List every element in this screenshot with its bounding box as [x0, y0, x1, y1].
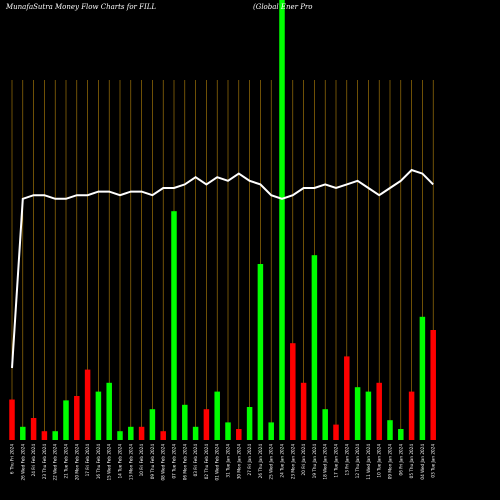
x-tick-label: 16 Thu Feb 2024 — [96, 444, 101, 480]
bar-green — [63, 400, 69, 440]
bar-green — [106, 382, 112, 440]
x-tick-label: 24 Tue Jan 2024 — [280, 444, 285, 478]
x-tick-label: 02 Thu Feb 2024 — [204, 444, 209, 480]
x-tick-label: 6 Thu Fri 2024 — [10, 444, 15, 475]
x-tick-label: 18 Wed Jan 2024 — [323, 444, 328, 480]
x-tick-label: 04 Wed Jan 2024 — [420, 444, 425, 480]
x-tick-label: 05 Thu Jan 2024 — [409, 444, 414, 479]
gridlines — [11, 80, 434, 440]
x-tick-label: 09 Thu Feb 2024 — [150, 444, 155, 480]
bars — [9, 0, 436, 440]
x-tick-label: 08 Wed Feb 2024 — [161, 444, 166, 481]
bar-green — [117, 431, 123, 440]
x-tick-label: 20 Mon Feb 2024 — [74, 444, 79, 481]
x-tick-label: 12 Thu Jan 2024 — [355, 444, 360, 479]
x-tick-label: 24 Fri Feb 2024 — [31, 444, 36, 477]
x-tick-label: 17 Fri Feb 2024 — [85, 444, 90, 477]
x-tick-label: 30 Mon Jan 2024 — [236, 444, 241, 480]
bar-green — [20, 426, 26, 440]
x-tick-label: 11 Wed Jan 2024 — [366, 444, 371, 480]
x-tick-label: 06 Mon Feb 2024 — [182, 444, 187, 481]
bar-green — [171, 211, 177, 440]
bar-red — [333, 424, 339, 440]
x-tick-label: 01 Wed Feb 2024 — [215, 444, 220, 481]
bar-green — [225, 422, 231, 440]
x-tick-label: 31 Tue Jan 2024 — [226, 444, 231, 478]
bar-red — [84, 369, 91, 440]
bar-red — [300, 382, 307, 440]
x-tick-label: 19 Thu Jan 2024 — [312, 444, 317, 479]
bar-red — [376, 382, 382, 440]
x-tick-label: 03 Fri Feb 2024 — [193, 444, 198, 477]
x-tick-label: 03 Tue Jan 2024 — [431, 444, 436, 478]
bar-red — [290, 343, 296, 440]
bar-red — [74, 396, 80, 440]
bar-green — [354, 387, 361, 440]
bar-red — [160, 431, 166, 440]
bar-green — [182, 404, 188, 440]
bar-green — [95, 391, 102, 440]
bar-red — [9, 399, 15, 440]
x-tick-label: 25 Wed Jan 2024 — [269, 444, 274, 480]
x-tick-label: 20 Fri Jan 2024 — [301, 444, 306, 476]
x-tick-label: 27 Fri Jan 2024 — [247, 444, 252, 476]
bar-green — [268, 422, 274, 440]
bar-green — [419, 316, 426, 440]
bar-green — [246, 407, 253, 440]
x-tick-label: 23 Thu Feb 2024 — [42, 444, 47, 480]
bar-green — [365, 391, 372, 440]
bar-green — [214, 391, 220, 440]
bar-green — [128, 426, 134, 440]
bar-red — [344, 356, 350, 440]
x-tick-label: 06 Fri Jan 2024 — [398, 444, 403, 476]
x-tick-label: 10 Tue Jan 2024 — [377, 444, 382, 478]
bar-green — [398, 429, 404, 440]
bar-red — [138, 426, 145, 440]
x-tick-label: 07 Tue Feb 2024 — [172, 444, 177, 479]
bar-green — [279, 0, 285, 440]
bar-red — [408, 391, 415, 440]
bar-green — [52, 431, 58, 440]
bar-green — [257, 264, 264, 440]
bar-green — [322, 409, 328, 440]
money-flow-line-path — [11, 168, 434, 369]
money-flow-line — [11, 168, 434, 369]
bar-green — [149, 409, 156, 440]
x-tick-label: 26 Thu Jan 2024 — [258, 444, 263, 479]
bar-green — [192, 426, 199, 440]
x-tick-labels: 6 Thu Fri 2024 26 Wed Feb 2024 24 Fri Feb … — [10, 444, 436, 481]
bar-green — [311, 255, 318, 440]
bar-red — [41, 431, 48, 440]
bar-green — [387, 420, 393, 440]
x-tick-label: 21 Tue Feb 2024 — [64, 444, 69, 479]
bar-red — [203, 409, 210, 440]
x-tick-label: 13 Fri Jan 2024 — [344, 444, 349, 476]
x-tick-label: 23 Mon Jan 2024 — [290, 444, 295, 480]
x-tick-label: 17 Tue Jan 2024 — [334, 444, 339, 478]
x-tick-label: 15 Wed Feb 2024 — [107, 444, 112, 481]
x-tick-label: 26 Wed Feb 2024 — [20, 444, 25, 481]
x-tick-label: 22 Wed Feb 2024 — [53, 444, 58, 481]
x-tick-label: 14 Tue Feb 2024 — [118, 444, 123, 479]
chart-subtitle: (Global Ener Pro — [253, 3, 313, 11]
x-tick-label: 10 Fri Feb 2024 — [139, 444, 144, 477]
bar-red — [30, 418, 37, 440]
chart-title: MunafaSutra Money Flow Charts for FILL — [5, 3, 156, 11]
x-tick-label: 09 Mon Jan 2024 — [388, 444, 393, 480]
bar-red — [430, 330, 436, 440]
bar-red — [236, 429, 242, 440]
x-tick-label: 13 Mon Feb 2024 — [128, 444, 133, 481]
